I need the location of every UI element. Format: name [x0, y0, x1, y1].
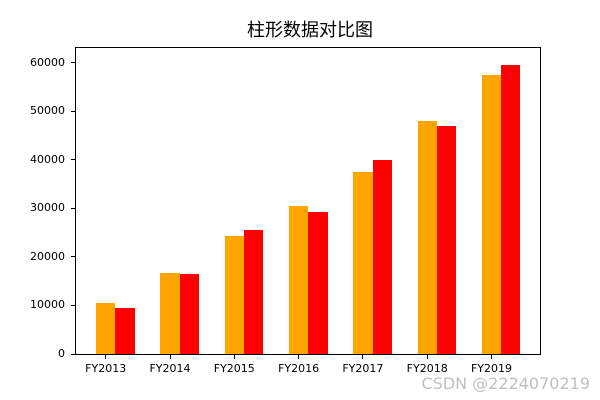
x-tick-mark [105, 355, 106, 359]
x-tick-mark [170, 355, 171, 359]
y-tick-mark [71, 256, 75, 257]
bar-red-series-FY2014 [179, 273, 199, 354]
y-tick-mark [71, 62, 75, 63]
x-tick-label: FY2019 [470, 362, 513, 375]
x-tick-label: FY2017 [342, 362, 384, 375]
bar-orange-series-FY2016 [288, 205, 309, 354]
x-tick-label: FY2013 [85, 362, 127, 375]
bar-orange-series-FY2019 [481, 75, 502, 354]
y-tick-label: 10000 [30, 298, 65, 312]
x-tick-label: FY2018 [406, 362, 448, 375]
bar-orange-series-FY2015 [224, 235, 244, 354]
y-tick-mark [71, 208, 75, 209]
y-tick-label: 0 [58, 347, 65, 360]
bar-red-series-FY2017 [372, 159, 392, 354]
chart-title: 柱形数据对比图 [247, 20, 373, 41]
bar-orange-series-FY2017 [353, 171, 373, 354]
bar-red-series-FY2019 [501, 65, 521, 354]
bar-red-series-FY2015 [243, 230, 264, 354]
y-tick-label: 50000 [30, 104, 65, 118]
y-tick-label: 40000 [30, 152, 65, 166]
x-tick-label: FY2016 [278, 362, 320, 375]
bar-orange-series-FY2018 [417, 120, 437, 354]
y-tick-label: 30000 [30, 201, 65, 215]
bar-orange-series-FY2014 [160, 272, 180, 354]
y-tick-mark [71, 354, 75, 355]
x-tick-label: FY2014 [149, 362, 191, 375]
bar-red-series-FY2016 [308, 211, 328, 354]
x-tick-label: FY2015 [213, 362, 255, 375]
watermark: CSDN @2224070219 [421, 374, 591, 393]
x-tick-mark [362, 355, 363, 359]
x-tick-mark [234, 355, 235, 359]
y-tick-label: 20000 [30, 249, 65, 263]
bar-red-series-FY2013 [115, 307, 135, 354]
y-tick-mark [71, 159, 75, 160]
y-tick-mark [71, 305, 75, 306]
plot-area [75, 47, 541, 355]
x-tick-mark [298, 355, 299, 359]
x-tick-mark [427, 355, 428, 359]
x-tick-mark [491, 355, 492, 359]
y-tick-label: 60000 [30, 55, 65, 69]
y-tick-mark [71, 111, 75, 112]
bar-red-series-FY2018 [436, 126, 457, 354]
bar-orange-series-FY2013 [96, 303, 116, 354]
